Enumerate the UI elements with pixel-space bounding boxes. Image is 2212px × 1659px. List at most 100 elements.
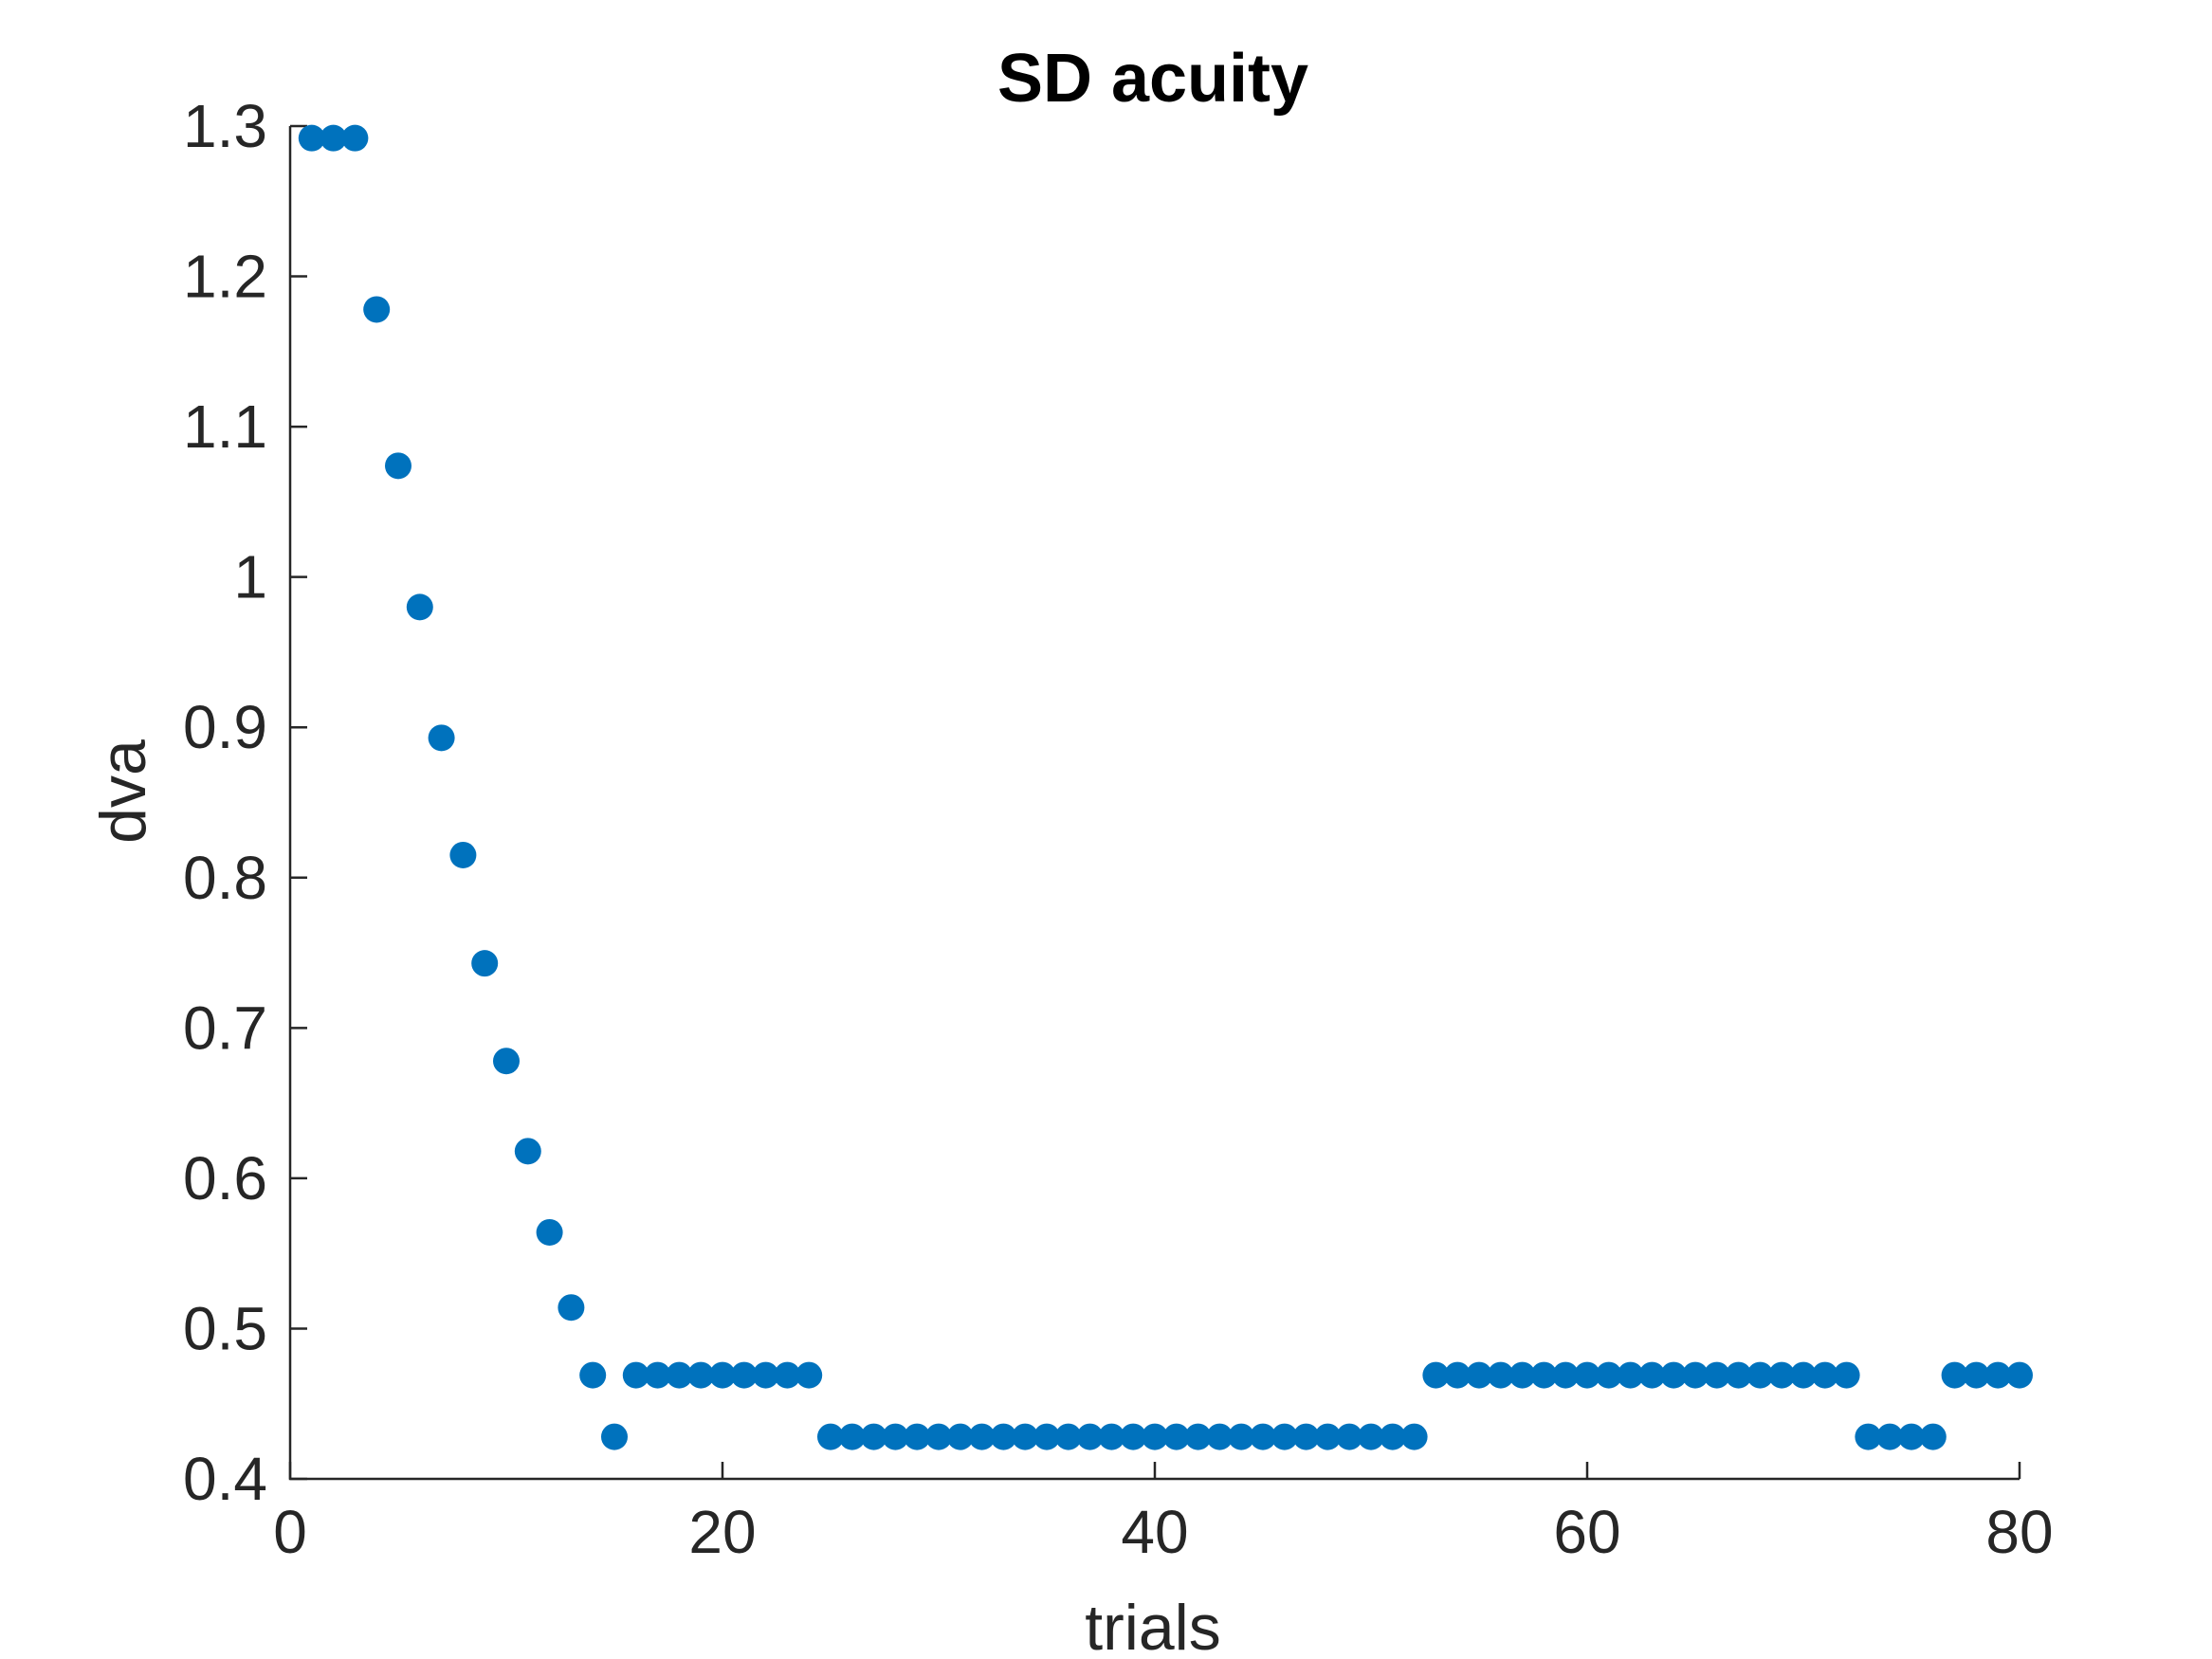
data-point [1703, 1361, 1730, 1389]
y-tick-label: 0.5 [183, 1294, 267, 1362]
data-point [1076, 1423, 1104, 1450]
data-point [644, 1361, 671, 1389]
data-point [1292, 1423, 1320, 1450]
data-point [449, 841, 477, 868]
data-point [1444, 1361, 1472, 1389]
data-points [298, 124, 2033, 1450]
data-point [1012, 1423, 1039, 1450]
y-tick-label: 0.8 [183, 844, 267, 912]
data-point [946, 1423, 974, 1450]
data-point [709, 1361, 736, 1389]
y-tick-label: 0.6 [183, 1144, 267, 1212]
data-point [817, 1423, 844, 1450]
data-point [774, 1361, 801, 1389]
x-tick-label: 60 [1553, 1498, 1620, 1566]
data-point [1725, 1361, 1752, 1389]
data-point [1595, 1361, 1622, 1389]
data-point [1466, 1361, 1492, 1389]
data-point [428, 724, 455, 752]
data-point [406, 593, 433, 621]
data-point [1552, 1361, 1580, 1389]
data-point [666, 1361, 693, 1389]
data-point [838, 1423, 866, 1450]
y-tick-label: 0.9 [183, 693, 267, 761]
data-point [1054, 1423, 1082, 1450]
x-tick-label: 0 [273, 1498, 307, 1566]
data-point [493, 1048, 520, 1075]
data-point [1487, 1361, 1514, 1389]
axes [288, 126, 2020, 1481]
data-point [1250, 1423, 1276, 1450]
data-point [1400, 1423, 1428, 1450]
data-point [1811, 1361, 1838, 1389]
data-point [1876, 1423, 1904, 1450]
x-tick-label: 20 [688, 1498, 756, 1566]
data-point [1508, 1361, 1536, 1389]
y-axis-ticks: 0.4 0.5 0.6 0.7 0.8 0.9 1 1.1 1.2 1.3 [183, 92, 307, 1513]
y-tick-label: 1.2 [183, 243, 267, 311]
data-point [1746, 1361, 1774, 1389]
data-point [968, 1423, 996, 1450]
data-point [990, 1423, 1017, 1450]
data-point [730, 1361, 758, 1389]
data-point [1228, 1423, 1255, 1450]
data-point [1898, 1423, 1925, 1450]
y-tick-label: 0.7 [183, 994, 267, 1062]
y-tick-label: 1.1 [183, 392, 267, 461]
chart-title: SD acuity [997, 41, 1308, 117]
data-point [298, 124, 325, 152]
data-point [1855, 1423, 1882, 1450]
x-tick-label: 80 [1985, 1498, 2053, 1566]
data-point [1768, 1361, 1796, 1389]
data-point [1206, 1423, 1234, 1450]
data-point [1638, 1361, 1666, 1389]
data-point [1919, 1423, 1947, 1450]
data-point [1530, 1361, 1558, 1389]
data-point [622, 1361, 649, 1389]
axis-frame [288, 126, 2020, 1481]
data-point [1184, 1423, 1212, 1450]
data-point [514, 1138, 541, 1165]
data-point [1120, 1423, 1147, 1450]
data-point [320, 124, 347, 152]
data-point [536, 1218, 563, 1246]
y-tick-label: 1 [233, 543, 267, 611]
data-point [471, 950, 499, 977]
data-point [1617, 1361, 1644, 1389]
data-point [1336, 1423, 1363, 1450]
data-point [385, 452, 411, 480]
data-point [1682, 1361, 1709, 1389]
data-point [904, 1423, 931, 1450]
data-point [1142, 1423, 1168, 1450]
data-point [1098, 1423, 1125, 1450]
data-point [1833, 1361, 1860, 1389]
data-point [1422, 1361, 1450, 1389]
data-point [882, 1423, 909, 1450]
data-point [925, 1423, 952, 1450]
data-point [1033, 1423, 1060, 1450]
data-point [1660, 1361, 1688, 1389]
x-axis-label: trials [1085, 1592, 1221, 1659]
data-point [1574, 1361, 1600, 1389]
x-axis-ticks: 0 20 40 60 80 [273, 1462, 2054, 1566]
data-point [601, 1423, 628, 1450]
data-point [752, 1361, 779, 1389]
data-point [1314, 1423, 1342, 1450]
x-tick-label: 40 [1121, 1498, 1188, 1566]
y-tick-label: 1.3 [183, 92, 267, 160]
data-point [2006, 1361, 2033, 1389]
y-tick-label: 0.4 [183, 1445, 267, 1513]
data-point [1941, 1361, 1968, 1389]
data-point [1358, 1423, 1384, 1450]
data-point [1162, 1423, 1190, 1450]
data-point [558, 1294, 585, 1322]
data-point [1963, 1361, 1990, 1389]
data-point [363, 296, 391, 323]
y-axis-label: dva [87, 739, 159, 844]
data-point [860, 1423, 887, 1450]
data-point [1790, 1361, 1817, 1389]
data-point [795, 1361, 823, 1389]
data-point [341, 124, 369, 152]
data-point [1271, 1423, 1298, 1450]
